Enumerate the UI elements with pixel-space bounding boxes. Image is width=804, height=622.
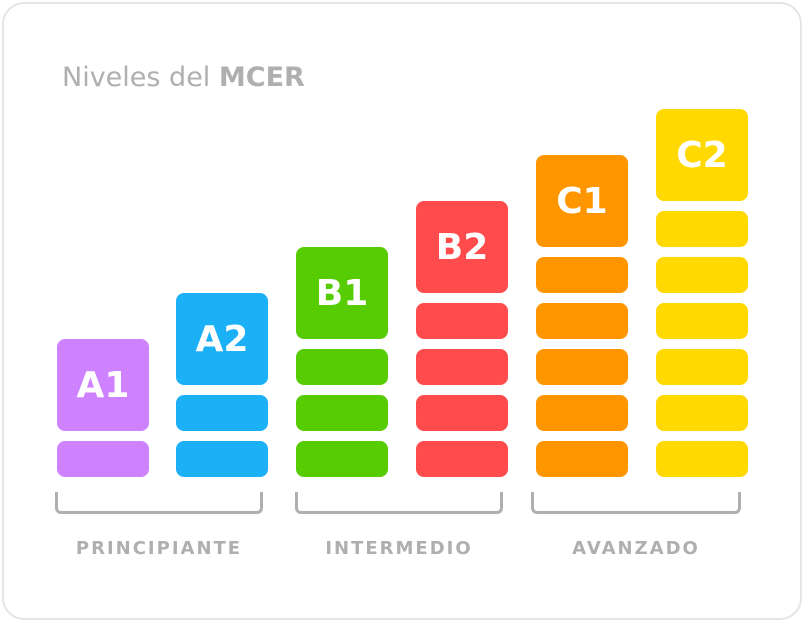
diagram-title: Niveles del MCER <box>62 60 305 96</box>
level-c1-slab <box>536 441 628 477</box>
level-b1-slab <box>296 395 388 431</box>
level-a2-slab <box>176 395 268 431</box>
level-a1-slab <box>57 441 149 477</box>
level-b1-badge: B1 <box>296 247 388 339</box>
level-c2-slab <box>656 257 748 293</box>
level-b2-slab <box>416 441 508 477</box>
level-b2-slab <box>416 303 508 339</box>
level-c2-slab <box>656 303 748 339</box>
level-c1-slab <box>536 257 628 293</box>
level-b1-slab <box>296 441 388 477</box>
group-avanzado-bracket <box>531 492 741 514</box>
level-b2-slab <box>416 349 508 385</box>
level-a2-slab <box>176 441 268 477</box>
level-b2-slab <box>416 395 508 431</box>
level-c2-badge: C2 <box>656 109 748 201</box>
level-b2-badge: B2 <box>416 201 508 293</box>
level-c1-badge: C1 <box>536 155 628 247</box>
group-avanzado-label: AVANZADO <box>572 538 700 559</box>
level-c2-slab <box>656 211 748 247</box>
group-intermedio-label: INTERMEDIO <box>325 538 473 559</box>
level-c1-slab <box>536 349 628 385</box>
level-c2-slab <box>656 395 748 431</box>
group-intermedio-bracket <box>295 492 503 514</box>
level-a1-badge: A1 <box>57 339 149 431</box>
level-a2-badge: A2 <box>176 293 268 385</box>
level-c2-slab <box>656 349 748 385</box>
level-c1-slab <box>536 395 628 431</box>
title-strong: MCER <box>218 62 305 93</box>
group-principiante-bracket <box>55 492 263 514</box>
level-c2-slab <box>656 441 748 477</box>
title-prefix: Niveles del <box>62 62 211 93</box>
level-b1-slab <box>296 349 388 385</box>
group-principiante-label: PRINCIPIANTE <box>75 538 243 559</box>
level-c1-slab <box>536 303 628 339</box>
